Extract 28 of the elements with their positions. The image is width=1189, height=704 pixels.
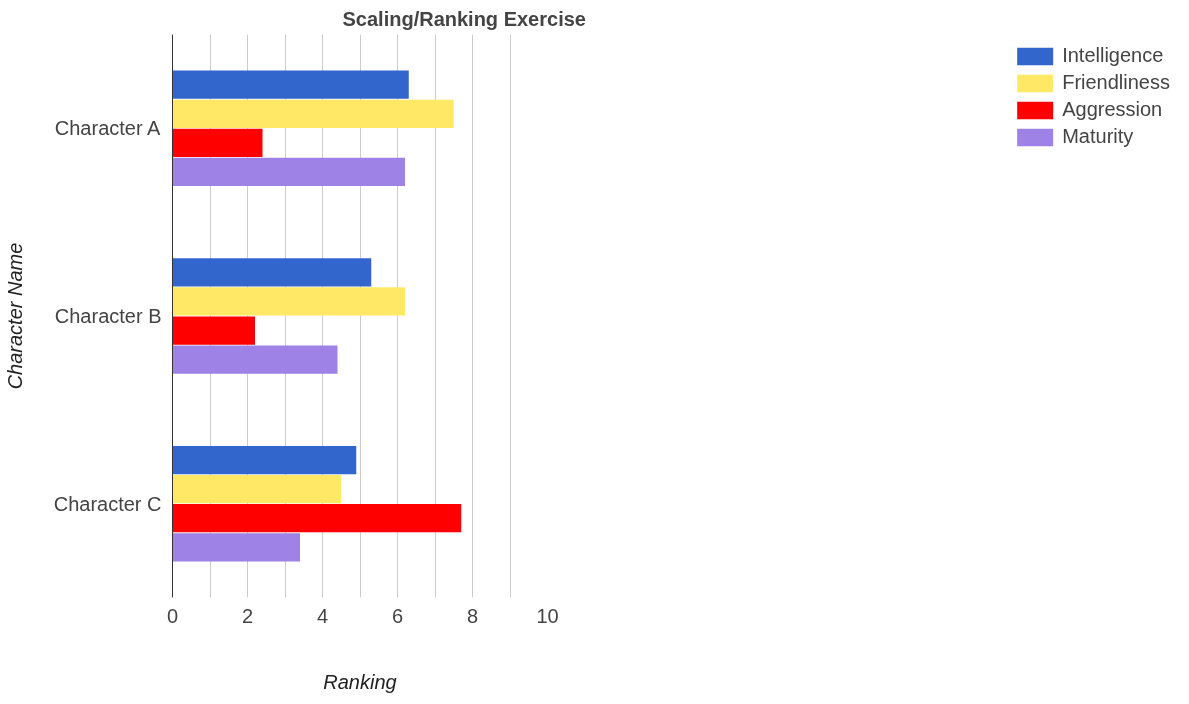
chart-title: Scaling/Ranking Exercise (342, 7, 586, 30)
legend-label: Maturity (1062, 125, 1134, 148)
x-tick-label: 6 (391, 604, 404, 627)
bar (172, 128, 263, 157)
x-tick-label: 8 (466, 604, 479, 627)
bar (172, 287, 405, 316)
bar (172, 70, 409, 99)
bar (172, 345, 338, 374)
x-tick-label: 2 (241, 604, 254, 627)
bar (172, 533, 300, 562)
bar (172, 99, 454, 128)
bar (172, 475, 342, 504)
x-tick-label: 4 (316, 604, 329, 627)
bar (172, 258, 372, 287)
y-tick-label: Character C (53, 492, 162, 515)
bar (172, 157, 405, 187)
y-tick-label: Character B (54, 305, 162, 327)
x-tick-label: 10 (536, 604, 559, 627)
y-axis-title: Character Name (3, 242, 26, 390)
x-axis-title: Ranking (323, 670, 397, 693)
bar (172, 445, 357, 475)
bar (172, 316, 255, 345)
legend-label: Aggression (1062, 98, 1163, 121)
y-tick-label: Character A (54, 117, 162, 140)
legend-label: Friendliness (1062, 71, 1170, 94)
bar (172, 504, 462, 533)
legend-label: Intelligence (1062, 44, 1164, 67)
x-tick-label: 0 (166, 604, 179, 627)
